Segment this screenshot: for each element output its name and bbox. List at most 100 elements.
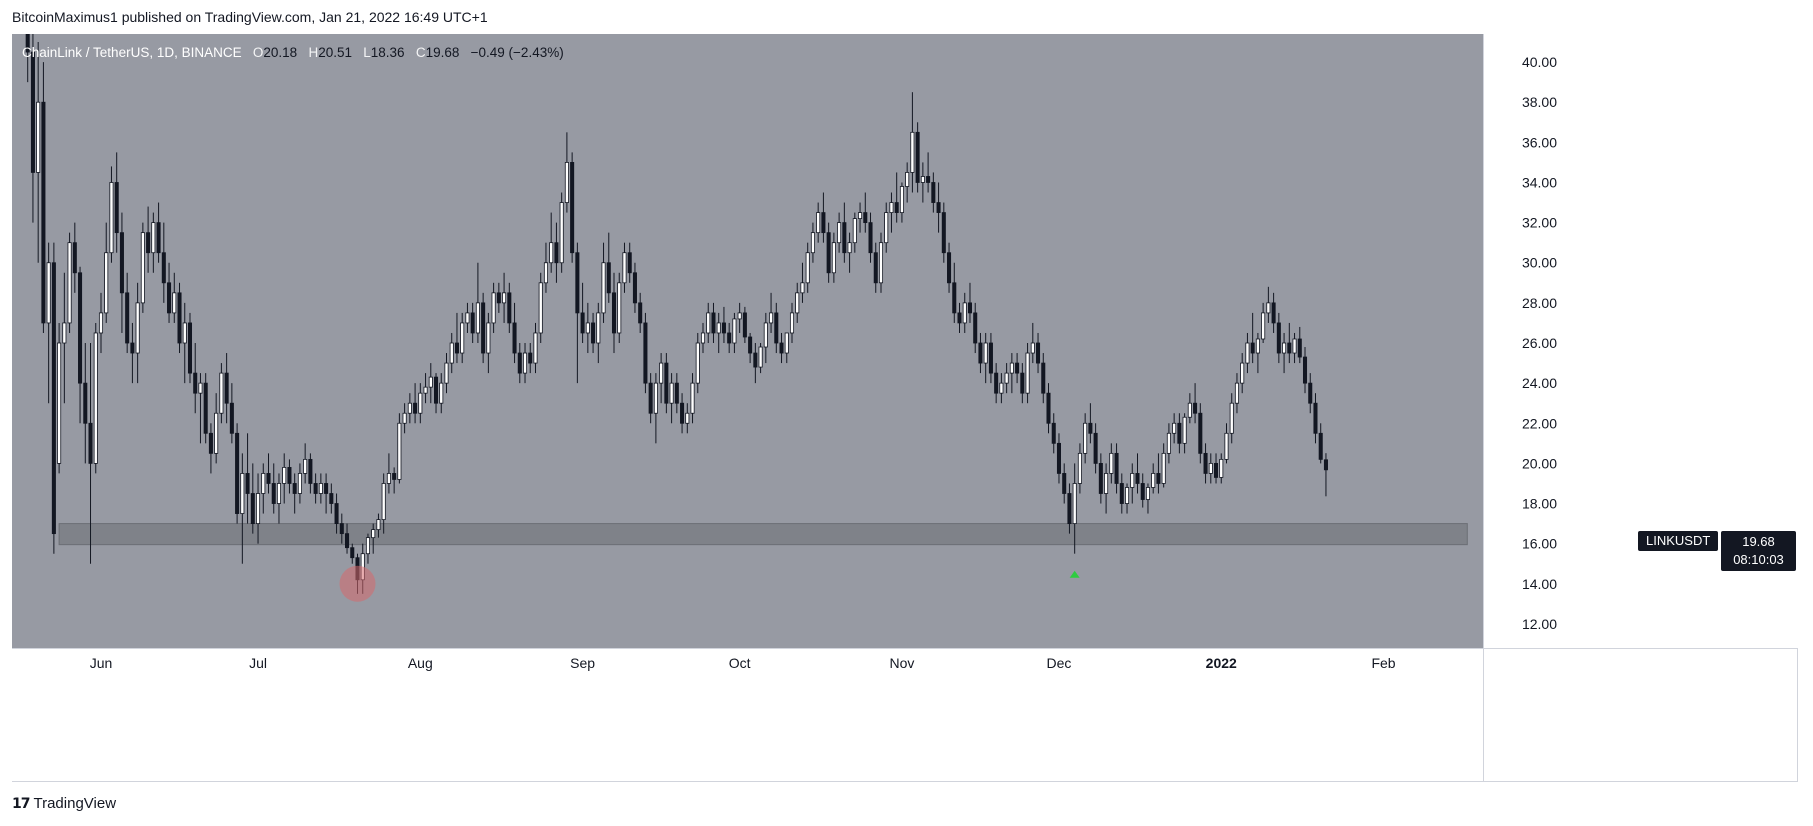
candle	[1062, 463, 1067, 504]
candle	[1234, 373, 1239, 414]
candle	[313, 473, 318, 504]
candle	[182, 302, 187, 384]
candle-body-down	[229, 402, 234, 434]
candle	[905, 162, 910, 203]
candle-body-up	[465, 312, 470, 324]
time-axis-background[interactable]	[12, 649, 1483, 781]
candle	[1198, 403, 1203, 464]
candle	[402, 403, 407, 434]
candle-body-down	[1250, 342, 1255, 354]
candle	[334, 493, 339, 534]
candle-body-down	[606, 262, 611, 294]
candle-body-up	[62, 322, 67, 344]
candle	[1297, 326, 1302, 364]
candle	[753, 343, 758, 384]
candle	[93, 322, 98, 474]
candle	[46, 242, 51, 404]
candle	[899, 182, 904, 223]
candle-body-down	[287, 467, 292, 484]
candle	[444, 353, 449, 394]
candle-body-down	[454, 342, 459, 354]
candle	[721, 306, 726, 344]
candle	[329, 483, 334, 514]
candle	[423, 373, 428, 404]
price-tick-label: 16.00	[1522, 536, 1557, 552]
candle	[125, 272, 130, 354]
candle	[1213, 453, 1219, 484]
candle	[271, 463, 276, 514]
candle-body-down	[517, 352, 522, 374]
candle	[1261, 302, 1266, 344]
candle-body-up	[502, 292, 507, 304]
candle	[1187, 393, 1192, 424]
legend-low-label: L	[363, 45, 371, 60]
candle	[763, 312, 768, 364]
candle	[1083, 413, 1088, 464]
candle	[952, 262, 957, 323]
candlestick-chart[interactable]: 12.00 14.00 16.00 18.00 20.00 22.00 24.00 26.00…	[12, 34, 1798, 782]
legend-symbol[interactable]: ChainLink / TetherUS, 1D, BINANCE	[22, 45, 242, 60]
candle-body-down	[638, 302, 643, 324]
candle-body-up	[543, 262, 548, 284]
candle-body-down	[748, 336, 753, 354]
candle-body-up	[617, 282, 622, 334]
candle	[41, 62, 46, 333]
candle-body-down	[643, 322, 648, 384]
candle	[727, 322, 732, 354]
candle-body-down	[1098, 462, 1103, 494]
candle	[732, 312, 737, 354]
candle-body-down	[1213, 462, 1219, 478]
candle-body-down	[591, 322, 596, 344]
candle-body-up	[983, 342, 988, 364]
candle-body-up	[999, 382, 1004, 394]
candle-body-up	[858, 212, 863, 220]
candle-body-down	[470, 312, 475, 334]
candle-body-down	[1323, 459, 1328, 471]
candle	[758, 343, 763, 374]
candle-body-down	[1203, 452, 1208, 474]
candle-body-up	[93, 332, 98, 464]
candle	[36, 42, 41, 263]
candle-body-up	[1240, 362, 1245, 384]
candle	[1240, 353, 1245, 394]
candle-body-up	[1161, 452, 1166, 484]
candle	[517, 343, 522, 384]
candle	[1276, 312, 1281, 364]
candle	[774, 302, 779, 354]
candle-body-down	[41, 101, 46, 324]
currency-badge[interactable]: USDT	[1737, 42, 1781, 62]
candle	[706, 302, 711, 344]
candle-body-up	[659, 362, 664, 384]
candle	[261, 463, 266, 514]
footer-branding[interactable]: 17 TradingView	[12, 795, 116, 812]
candle	[198, 373, 203, 444]
candle	[643, 312, 648, 394]
candle-body-up	[889, 202, 894, 213]
candle	[1145, 483, 1150, 514]
candle	[161, 222, 166, 303]
candle-body-up	[386, 473, 391, 484]
candle-body-down	[1036, 342, 1041, 364]
candle-body-down	[507, 292, 512, 324]
candle-body-down	[721, 322, 726, 334]
time-tick-label: Jun	[90, 655, 113, 671]
candle	[967, 282, 973, 323]
candle-body-up	[261, 473, 266, 494]
candle	[847, 232, 852, 273]
candle-body-up	[98, 312, 104, 334]
candle-body-up	[1208, 462, 1213, 474]
candle-body-up	[837, 222, 842, 244]
candle-body-down	[434, 376, 439, 404]
candle	[789, 302, 795, 344]
candle	[816, 202, 821, 243]
time-tick-label: Jul	[249, 655, 267, 671]
candle-body-down	[575, 252, 580, 314]
candle	[994, 363, 999, 404]
candle	[1318, 423, 1323, 464]
candle-body-down	[130, 342, 135, 354]
price-tick-label: 32.00	[1522, 215, 1557, 231]
candle-body-down	[1088, 422, 1093, 434]
candle	[1130, 463, 1135, 504]
candle-body-up	[810, 232, 815, 254]
candle	[810, 222, 815, 263]
